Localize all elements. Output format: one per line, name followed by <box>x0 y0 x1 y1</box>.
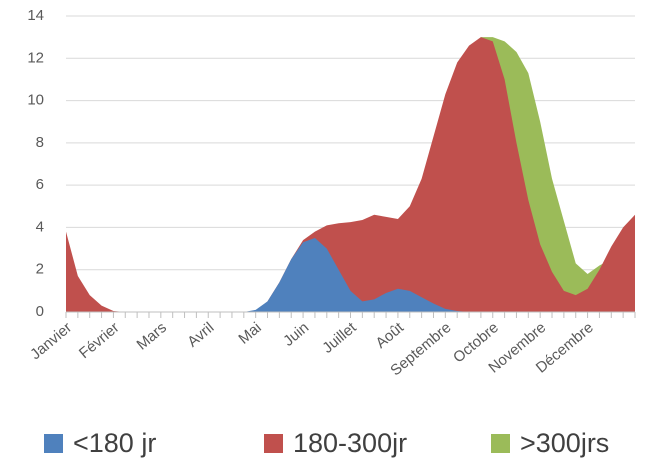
y-tick-label: 8 <box>36 134 44 151</box>
area <box>66 37 635 313</box>
y-tick-label: 12 <box>27 49 44 66</box>
y-tick-label: 10 <box>27 92 44 109</box>
x-tick-label: Mai <box>235 319 264 348</box>
y-tick-label: 14 <box>27 7 44 24</box>
y-tick-label: 0 <box>36 303 44 320</box>
y-tick-label: 4 <box>36 218 44 235</box>
y-tick-label: 6 <box>36 176 44 193</box>
area <box>66 238 635 312</box>
x-tick-label: Juin <box>280 319 312 350</box>
x-tick-label: Avril <box>184 319 217 351</box>
x-tick-label: Juillet <box>319 319 360 357</box>
legend-swatch <box>264 434 283 453</box>
x-tick-label: Février <box>76 319 123 362</box>
legend-swatch <box>491 434 510 453</box>
legend-label: <180 jr <box>73 428 156 458</box>
legend-label: >300jrs <box>520 428 609 458</box>
legend-swatch <box>44 434 63 453</box>
legend-label: 180-300jr <box>293 428 407 458</box>
x-tick-label: Mars <box>133 319 169 353</box>
y-tick-label: 2 <box>36 261 44 278</box>
x-tick-label: Août <box>372 319 407 352</box>
x-tick-label: Janvier <box>27 319 75 363</box>
